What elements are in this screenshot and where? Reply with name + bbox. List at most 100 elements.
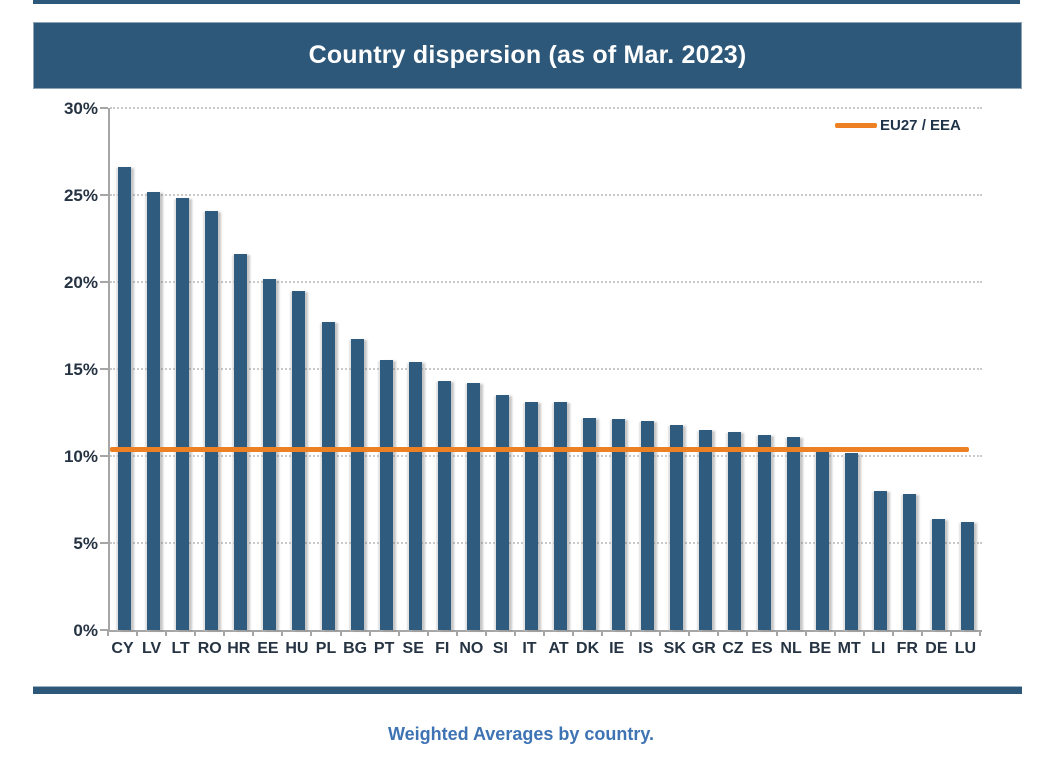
- x-axis-label-SI: SI: [492, 640, 508, 657]
- bar-MT: [844, 452, 858, 630]
- y-axis-label: 5%: [73, 534, 98, 553]
- y-axis-tick: [100, 107, 108, 109]
- x-axis-tick: [949, 630, 952, 636]
- x-axis-label-PT: PT: [373, 640, 395, 657]
- bar-IE: [612, 419, 626, 630]
- y-axis-tick: [100, 194, 108, 196]
- x-axis-label-DK: DK: [576, 640, 600, 657]
- x-axis-label-FI: FI: [435, 640, 450, 657]
- bottom-divider: [33, 686, 1022, 694]
- x-axis-label-IS: IS: [638, 640, 654, 657]
- bar-LI: [873, 490, 887, 630]
- bar-SK: [670, 424, 684, 630]
- reference-line-legend-swatch: [835, 122, 877, 128]
- legend: EU27 / EEA: [835, 116, 961, 134]
- x-axis-label-BG: BG: [343, 640, 368, 657]
- y-axis-label: 10%: [63, 447, 98, 466]
- x-axis-label-LI: LI: [871, 640, 886, 657]
- x-axis-tick: [281, 630, 284, 636]
- gridline-15: [110, 368, 982, 370]
- bar-AT: [554, 402, 568, 630]
- x-axis-label-IE: IE: [609, 640, 625, 657]
- x-axis-label-LT: LT: [171, 640, 190, 657]
- bar-RO: [205, 210, 219, 630]
- x-axis-tick: [601, 630, 604, 636]
- x-axis-label-LU: LU: [954, 640, 977, 657]
- bar-NO: [466, 382, 480, 630]
- x-axis-tick: [252, 630, 255, 636]
- x-axis-tick: [513, 630, 516, 636]
- x-axis-label-RO: RO: [197, 640, 222, 657]
- reference-line-eu27-eea: [110, 446, 969, 452]
- gridline-25: [110, 194, 982, 196]
- y-axis-label: 20%: [63, 273, 98, 292]
- bar-DE: [931, 518, 945, 630]
- x-axis-label-HR: HR: [227, 640, 251, 657]
- bar-NL: [786, 436, 800, 630]
- x-axis-tick: [455, 630, 458, 636]
- bar-CZ: [728, 431, 742, 630]
- y-axis-tick: [100, 455, 108, 457]
- x-axis-tick: [368, 630, 371, 636]
- y-axis-label: 30%: [63, 99, 98, 118]
- x-axis-tick: [688, 630, 691, 636]
- x-axis-label-PL: PL: [315, 640, 337, 657]
- x-axis-label-BE: BE: [809, 640, 832, 657]
- x-axis-label-LV: LV: [141, 640, 162, 657]
- bar-PT: [379, 360, 393, 630]
- top-divider: [33, 0, 1020, 4]
- x-axis-tick: [891, 630, 894, 636]
- gridline-30: [110, 107, 982, 109]
- y-axis-tick: [100, 629, 108, 631]
- bar-SE: [408, 362, 422, 630]
- bar-GR: [699, 429, 713, 630]
- x-axis-label-CY: CY: [111, 640, 134, 657]
- x-axis-tick: [804, 630, 807, 636]
- bar-FR: [902, 494, 916, 630]
- x-axis-label-SE: SE: [402, 640, 424, 657]
- reference-line-legend-label: EU27 / EEA: [880, 116, 961, 134]
- x-axis-tick: [194, 630, 197, 636]
- bar-HR: [234, 254, 248, 630]
- x-axis-label-NO: NO: [459, 640, 484, 657]
- x-axis-tick: [920, 630, 923, 636]
- y-axis-tick: [100, 368, 108, 370]
- x-axis-label-FR: FR: [896, 640, 918, 657]
- y-axis-label: 15%: [63, 360, 98, 379]
- x-axis-tick: [833, 630, 836, 636]
- x-axis-tick: [979, 630, 981, 636]
- x-axis-label-CZ: CZ: [722, 640, 744, 657]
- x-axis-tick: [862, 630, 865, 636]
- x-axis-label-GR: GR: [691, 640, 716, 657]
- bar-LT: [176, 198, 190, 630]
- bar-ES: [757, 435, 771, 630]
- x-axis-tick: [397, 630, 400, 636]
- chart-title: Country dispersion (as of Mar. 2023): [308, 41, 747, 69]
- x-axis-tick: [630, 630, 633, 636]
- bar-PL: [321, 322, 335, 630]
- caption: Weighted Averages by country.: [387, 724, 655, 744]
- x-axis-tick: [775, 630, 778, 636]
- x-axis-label-IT: IT: [522, 640, 537, 657]
- gridline-5: [110, 542, 982, 544]
- bar-IT: [524, 402, 538, 630]
- bar-IS: [641, 421, 655, 630]
- chart-area: 0% 5% 10% 15% 20% 25% 30% CY LV LT RO HR EE HU PL BG PT S…: [0, 87, 1042, 687]
- y-axis-label: 0%: [73, 621, 98, 640]
- bar-HU: [292, 290, 306, 630]
- x-axis-tick: [136, 630, 139, 636]
- x-axis-label-NL: NL: [780, 640, 802, 657]
- x-axis-tick: [310, 630, 313, 636]
- x-axis-tick: [484, 630, 487, 636]
- x-axis-tick: [717, 630, 720, 636]
- x-axis-label-DE: DE: [925, 640, 948, 657]
- gridline-10: [110, 455, 982, 457]
- x-axis-tick: [339, 630, 342, 636]
- x-axis-label-HU: HU: [285, 640, 309, 657]
- bar-LV: [147, 191, 161, 630]
- x-axis-tick: [223, 630, 226, 636]
- bar-LU: [960, 522, 974, 630]
- x-axis-label-MT: MT: [837, 640, 861, 657]
- bar-CY: [118, 167, 132, 630]
